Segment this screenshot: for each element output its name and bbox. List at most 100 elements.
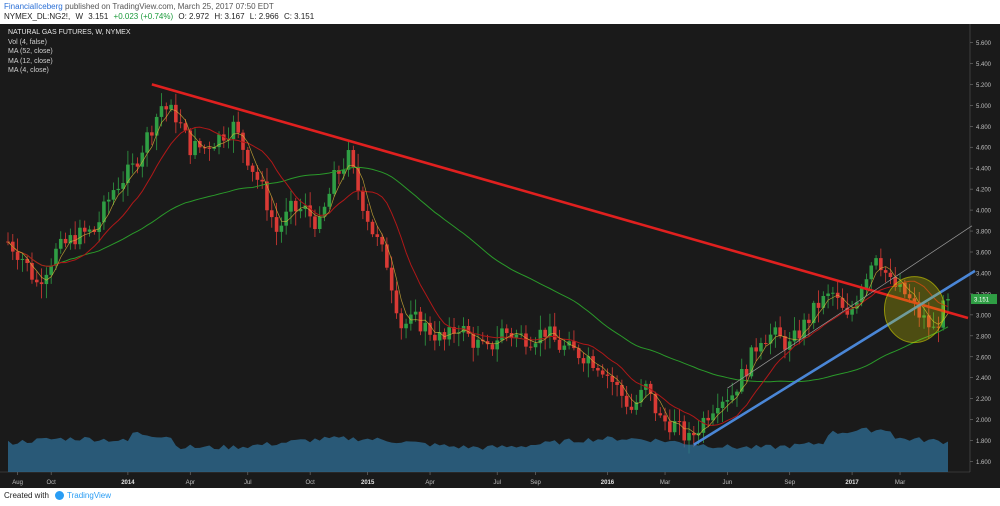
candle-body	[500, 328, 504, 341]
candle-body	[260, 179, 264, 182]
candle-body	[404, 323, 408, 329]
candle-body	[34, 279, 39, 283]
candle-body	[207, 147, 212, 149]
candle-body	[346, 150, 351, 170]
candle-body	[888, 272, 893, 278]
candle-body	[903, 282, 907, 295]
candle-body	[298, 209, 303, 212]
candle-body	[596, 367, 600, 371]
candle-body	[452, 327, 456, 334]
candle-body	[236, 121, 241, 133]
x-tick-label: Oct	[305, 480, 315, 486]
candle-body	[864, 279, 869, 289]
candle-body	[217, 134, 221, 148]
candle-body	[317, 216, 322, 230]
candle-body	[68, 235, 73, 244]
candle-body	[265, 181, 269, 211]
candle-body	[332, 170, 336, 194]
x-tick-label: Oct	[46, 480, 56, 486]
highlight-ellipse[interactable]	[883, 276, 945, 344]
x-tick-label: Jun	[723, 480, 733, 486]
channel-line	[727, 225, 973, 389]
candle-body	[927, 315, 931, 328]
candle-body	[303, 205, 308, 210]
candle-body	[715, 408, 720, 414]
candle-body	[567, 341, 571, 346]
candle-body	[413, 311, 418, 315]
legend-vol[interactable]: Vol (4, false)	[8, 38, 47, 46]
candle-body	[696, 432, 701, 436]
candle-body	[548, 326, 552, 337]
candle-body	[576, 348, 581, 359]
candle-body	[39, 282, 44, 285]
candle-body	[279, 225, 284, 232]
author-link[interactable]: FinancialIceberg	[4, 2, 63, 11]
y-tick-label: 2.600	[976, 355, 992, 361]
candle-body	[111, 190, 116, 200]
x-tick-label: Apr	[186, 480, 195, 486]
candle-body	[629, 406, 634, 410]
candle-body	[922, 315, 926, 318]
candle-body	[538, 329, 543, 344]
tradingview-icon[interactable]	[55, 491, 64, 500]
y-tick-label: 2.000	[976, 418, 992, 424]
price-axis[interactable]	[970, 24, 1000, 488]
y-tick-label: 4.200	[976, 188, 992, 194]
tradingview-link[interactable]: TradingView	[67, 491, 112, 500]
candle-body	[600, 370, 605, 375]
y-tick-label: 3.800	[976, 230, 992, 236]
candle-body	[634, 402, 639, 410]
resistance-trendline[interactable]	[151, 83, 969, 320]
candle-body	[859, 288, 864, 303]
ma12-line	[7, 126, 949, 426]
candle-body	[385, 244, 389, 268]
candle-body	[586, 356, 591, 364]
candle-body	[821, 295, 826, 308]
candle-body	[912, 298, 917, 303]
support-trendline[interactable]	[693, 269, 976, 446]
legend-ma12[interactable]: MA (12, close)	[8, 57, 53, 65]
y-tick-label: 4.800	[976, 125, 992, 131]
candle-body	[562, 345, 567, 350]
y-tick-label: 4.000	[976, 209, 992, 215]
last-price: 3.151	[88, 12, 109, 21]
candle-body	[504, 328, 509, 334]
legend-ma52[interactable]: MA (52, close)	[8, 48, 53, 55]
y-tick-label: 2.200	[976, 397, 992, 403]
chart-plot-area[interactable]	[0, 24, 1000, 488]
candle-body	[97, 222, 101, 232]
candle-body	[946, 299, 950, 301]
candle-body	[672, 421, 677, 433]
candle-body	[677, 421, 682, 423]
candle-body	[289, 200, 293, 212]
candle-body	[126, 164, 130, 183]
price-chart[interactable]: 5.600 5.400 5.200 5.000 4.800 4.600 4.400 4.200…	[0, 24, 1000, 488]
candle-body	[528, 346, 533, 348]
candle-body	[744, 369, 749, 377]
candle-body	[222, 134, 226, 141]
candle-body	[869, 265, 874, 280]
symbol-label: NYMEX_DL:NG2!,	[4, 12, 71, 21]
y-tick-label: 5.200	[976, 83, 992, 89]
candle-body	[269, 210, 274, 218]
candle-body	[423, 322, 428, 332]
candle-body	[850, 308, 854, 315]
candle-body	[245, 149, 250, 166]
candle-body	[874, 258, 878, 266]
legend-ma4[interactable]: MA (4, close)	[8, 67, 49, 74]
candle-body	[49, 265, 53, 275]
x-tick-label: 2015	[361, 480, 375, 486]
candle-body	[188, 130, 193, 156]
candle-body	[428, 322, 432, 335]
candle-body	[811, 302, 816, 324]
y-tick-label: 1.800	[976, 439, 992, 445]
candle-body	[255, 171, 260, 180]
candle-body	[15, 251, 20, 260]
candle-body	[351, 150, 356, 168]
x-tick-label: Sep	[784, 480, 795, 486]
candle-body	[663, 415, 667, 422]
candle-body	[337, 170, 341, 174]
candle-body	[130, 163, 135, 165]
candle-body	[615, 381, 619, 385]
candle-body	[581, 358, 586, 364]
